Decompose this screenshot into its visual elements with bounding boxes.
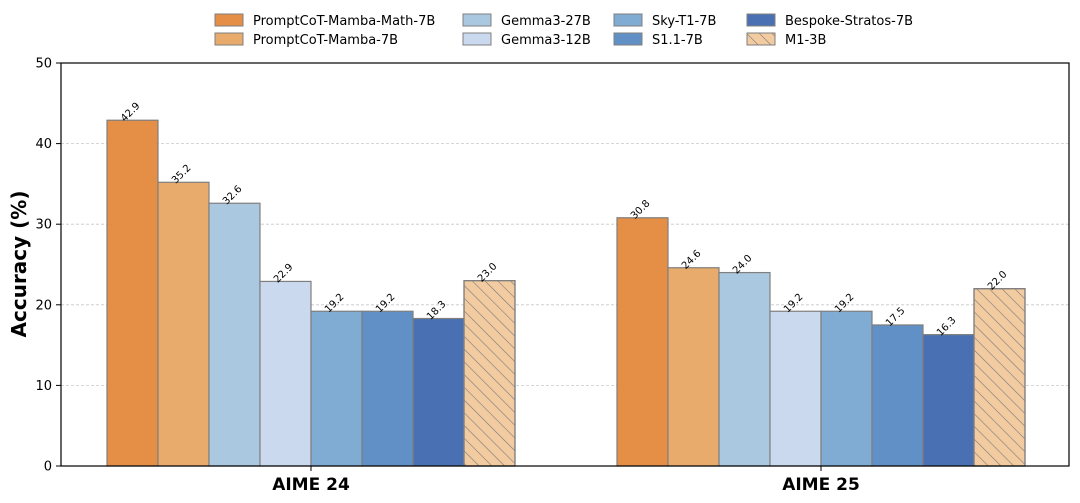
bar (361, 310, 414, 467)
bar (769, 310, 822, 467)
legend-label: Sky-T1-7B (652, 14, 716, 29)
bar-hatch (463, 280, 516, 467)
bars: 42.930.835.224.632.624.022.919.219.2 19.2… (106, 101, 1026, 467)
x-tick-label: AIME 24 (272, 475, 350, 495)
legend-swatch (746, 13, 776, 27)
y-tick-label: 0 (44, 460, 52, 475)
y-tick-label: 30 (35, 218, 52, 233)
bar (412, 317, 465, 467)
legend-label: PromptCoT-Mamba-7B (253, 33, 398, 48)
legend-label: Gemma3-27B (501, 14, 591, 29)
x-tick-label: AIME 25 (782, 475, 860, 495)
bar (157, 181, 210, 467)
y-tick-label: 20 (35, 298, 52, 313)
bar-hatch (973, 288, 1026, 467)
legend-swatch (613, 13, 643, 27)
legend: PromptCoT-Mamba-Math-7B PromptCoT-Mamba-7… (214, 13, 913, 48)
legend-label: M1-3B (785, 33, 826, 48)
plot-frame (60, 62, 1070, 467)
legend-label: S1.1-7B (652, 33, 703, 48)
bar (820, 310, 873, 467)
bar (259, 280, 312, 467)
legend-swatch (613, 32, 643, 46)
y-tick-label: 50 (35, 57, 52, 72)
legend-label: Bespoke-Stratos-7B (785, 14, 913, 29)
legend-swatch (214, 13, 244, 27)
legend-swatch (462, 32, 492, 46)
legend-swatch (462, 13, 492, 27)
legend-swatch-hatch (746, 32, 776, 46)
bar (616, 217, 669, 467)
bar (208, 202, 261, 467)
y-tick-label: 10 (35, 379, 52, 394)
legend-label: PromptCoT-Mamba-Math-7B (253, 14, 435, 29)
bar (871, 324, 924, 467)
bar (667, 267, 720, 467)
y-axis-title: Accuracy (%) (7, 191, 31, 338)
axes: 0 10 20 30 40 50 AIME 24 AIME 25 (35, 57, 1070, 495)
bar (922, 334, 975, 467)
legend-label: Gemma3-12B (501, 33, 591, 48)
bar (310, 310, 363, 467)
legend-swatch (214, 32, 244, 46)
bar (106, 119, 159, 467)
bar (718, 271, 771, 467)
y-tick-label: 40 (35, 137, 52, 152)
